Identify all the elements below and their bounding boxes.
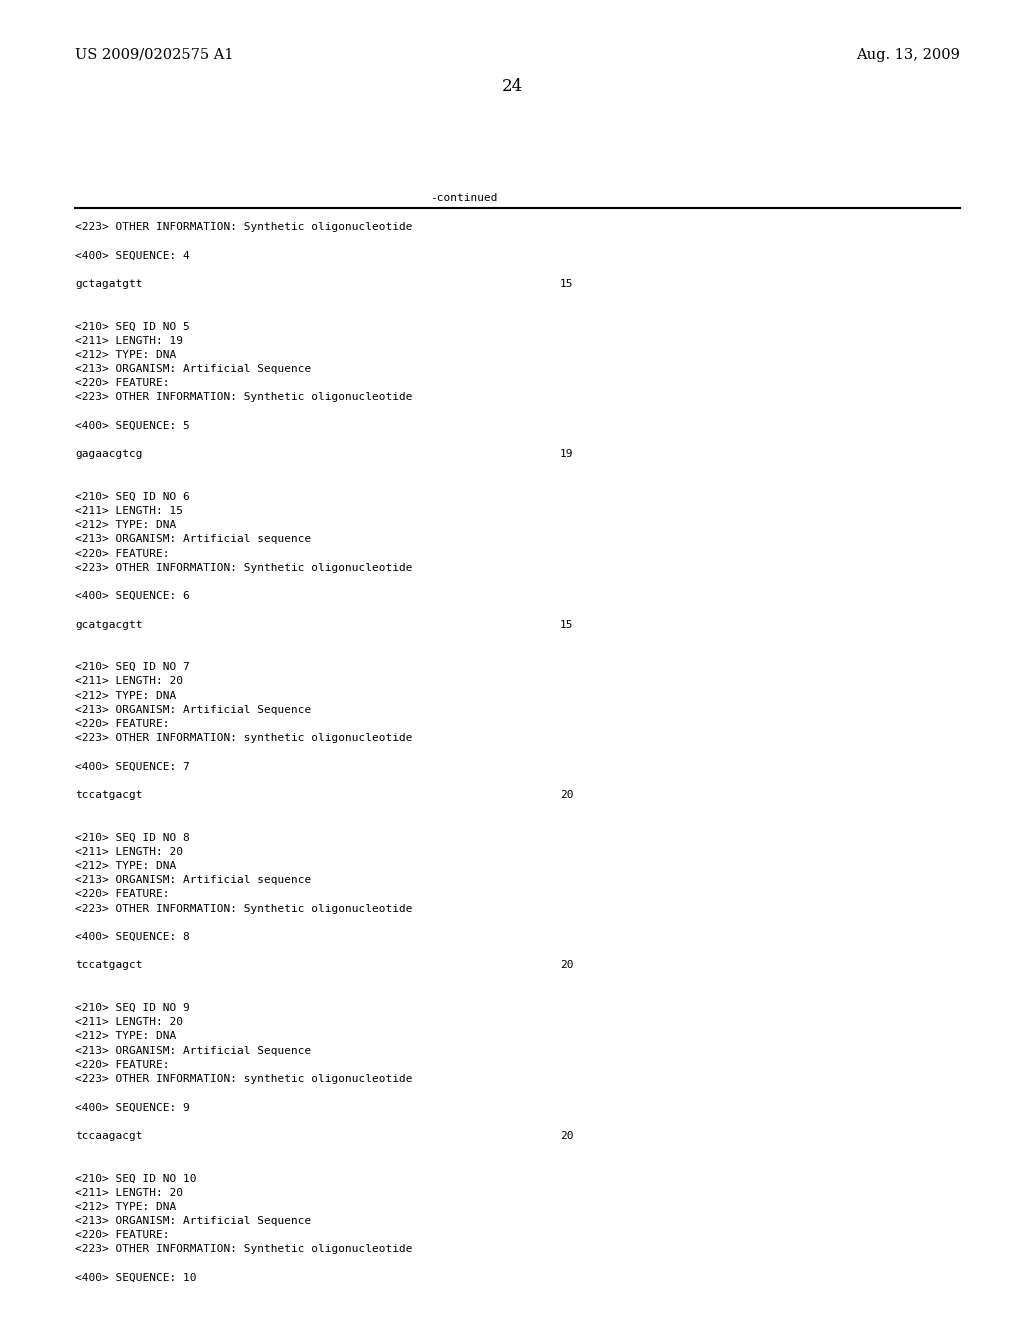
Text: <213> ORGANISM: Artificial Sequence: <213> ORGANISM: Artificial Sequence <box>75 705 311 715</box>
Text: <223> OTHER INFORMATION: synthetic oligonucleotide: <223> OTHER INFORMATION: synthetic oligo… <box>75 1074 413 1084</box>
Text: <223> OTHER INFORMATION: Synthetic oligonucleotide: <223> OTHER INFORMATION: Synthetic oligo… <box>75 392 413 403</box>
Text: -continued: -continued <box>430 193 498 203</box>
Text: <212> TYPE: DNA: <212> TYPE: DNA <box>75 690 176 701</box>
Text: US 2009/0202575 A1: US 2009/0202575 A1 <box>75 48 233 62</box>
Text: <213> ORGANISM: Artificial Sequence: <213> ORGANISM: Artificial Sequence <box>75 1045 311 1056</box>
Text: 15: 15 <box>560 619 573 630</box>
Text: <223> OTHER INFORMATION: Synthetic oligonucleotide: <223> OTHER INFORMATION: Synthetic oligo… <box>75 904 413 913</box>
Text: <400> SEQUENCE: 8: <400> SEQUENCE: 8 <box>75 932 189 942</box>
Text: <400> SEQUENCE: 10: <400> SEQUENCE: 10 <box>75 1272 197 1283</box>
Text: 20: 20 <box>560 961 573 970</box>
Text: <211> LENGTH: 20: <211> LENGTH: 20 <box>75 676 183 686</box>
Text: <210> SEQ ID NO 10: <210> SEQ ID NO 10 <box>75 1173 197 1184</box>
Text: <212> TYPE: DNA: <212> TYPE: DNA <box>75 350 176 360</box>
Text: gagaacgtcg: gagaacgtcg <box>75 449 142 459</box>
Text: <223> OTHER INFORMATION: Synthetic oligonucleotide: <223> OTHER INFORMATION: Synthetic oligo… <box>75 222 413 232</box>
Text: 20: 20 <box>560 1131 573 1140</box>
Text: <400> SEQUENCE: 9: <400> SEQUENCE: 9 <box>75 1102 189 1113</box>
Text: <400> SEQUENCE: 5: <400> SEQUENCE: 5 <box>75 421 189 430</box>
Text: <213> ORGANISM: Artificial Sequence: <213> ORGANISM: Artificial Sequence <box>75 1216 311 1226</box>
Text: <220> FEATURE:: <220> FEATURE: <box>75 719 170 729</box>
Text: 24: 24 <box>502 78 522 95</box>
Text: Aug. 13, 2009: Aug. 13, 2009 <box>856 48 961 62</box>
Text: <400> SEQUENCE: 4: <400> SEQUENCE: 4 <box>75 251 189 260</box>
Text: <210> SEQ ID NO 9: <210> SEQ ID NO 9 <box>75 1003 189 1012</box>
Text: <213> ORGANISM: Artificial Sequence: <213> ORGANISM: Artificial Sequence <box>75 364 311 374</box>
Text: <212> TYPE: DNA: <212> TYPE: DNA <box>75 1201 176 1212</box>
Text: <212> TYPE: DNA: <212> TYPE: DNA <box>75 1031 176 1041</box>
Text: <212> TYPE: DNA: <212> TYPE: DNA <box>75 520 176 531</box>
Text: <220> FEATURE:: <220> FEATURE: <box>75 890 170 899</box>
Text: <211> LENGTH: 20: <211> LENGTH: 20 <box>75 1018 183 1027</box>
Text: <223> OTHER INFORMATION: Synthetic oligonucleotide: <223> OTHER INFORMATION: Synthetic oligo… <box>75 1245 413 1254</box>
Text: <220> FEATURE:: <220> FEATURE: <box>75 379 170 388</box>
Text: <223> OTHER INFORMATION: synthetic oligonucleotide: <223> OTHER INFORMATION: synthetic oligo… <box>75 733 413 743</box>
Text: <210> SEQ ID NO 7: <210> SEQ ID NO 7 <box>75 663 189 672</box>
Text: <211> LENGTH: 20: <211> LENGTH: 20 <box>75 1188 183 1197</box>
Text: tccatgacgt: tccatgacgt <box>75 789 142 800</box>
Text: 15: 15 <box>560 279 573 289</box>
Text: <210> SEQ ID NO 5: <210> SEQ ID NO 5 <box>75 321 189 331</box>
Text: gctagatgtt: gctagatgtt <box>75 279 142 289</box>
Text: <220> FEATURE:: <220> FEATURE: <box>75 1230 170 1241</box>
Text: tccatgagct: tccatgagct <box>75 961 142 970</box>
Text: 20: 20 <box>560 789 573 800</box>
Text: <223> OTHER INFORMATION: Synthetic oligonucleotide: <223> OTHER INFORMATION: Synthetic oligo… <box>75 562 413 573</box>
Text: <400> SEQUENCE: 7: <400> SEQUENCE: 7 <box>75 762 189 772</box>
Text: <211> LENGTH: 20: <211> LENGTH: 20 <box>75 847 183 857</box>
Text: <210> SEQ ID NO 8: <210> SEQ ID NO 8 <box>75 833 189 842</box>
Text: gcatgacgtt: gcatgacgtt <box>75 619 142 630</box>
Text: <212> TYPE: DNA: <212> TYPE: DNA <box>75 861 176 871</box>
Text: <220> FEATURE:: <220> FEATURE: <box>75 549 170 558</box>
Text: <220> FEATURE:: <220> FEATURE: <box>75 1060 170 1069</box>
Text: <211> LENGTH: 19: <211> LENGTH: 19 <box>75 335 183 346</box>
Text: <213> ORGANISM: Artificial sequence: <213> ORGANISM: Artificial sequence <box>75 535 311 544</box>
Text: <210> SEQ ID NO 6: <210> SEQ ID NO 6 <box>75 492 189 502</box>
Text: <211> LENGTH: 15: <211> LENGTH: 15 <box>75 506 183 516</box>
Text: <400> SEQUENCE: 6: <400> SEQUENCE: 6 <box>75 591 189 601</box>
Text: tccaagacgt: tccaagacgt <box>75 1131 142 1140</box>
Text: <213> ORGANISM: Artificial sequence: <213> ORGANISM: Artificial sequence <box>75 875 311 886</box>
Text: 19: 19 <box>560 449 573 459</box>
